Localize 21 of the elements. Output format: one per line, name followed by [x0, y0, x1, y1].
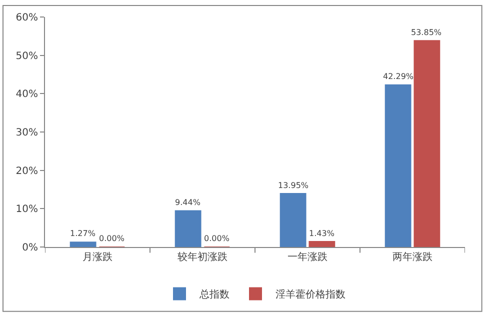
data-label: 0.00% [99, 234, 125, 243]
x-tick-label: 月涨跌 [82, 251, 112, 263]
y-tick-label: 40% [16, 89, 38, 100]
legend-label: 总指数 [198, 288, 230, 301]
y-tick-label: 30% [16, 128, 38, 138]
y-tick-label: 50% [16, 50, 38, 62]
data-label: 1.43% [309, 229, 335, 238]
data-label: 9.44% [175, 198, 201, 207]
x-tick-label: 较年初涨跌 [178, 251, 228, 263]
y-tick-label: 60% [16, 12, 38, 24]
data-label: 1.27% [70, 229, 96, 238]
data-label: 42.29% [383, 72, 414, 81]
y-tick-label: 0% [22, 242, 38, 254]
y-tick-label: 20% [16, 166, 38, 177]
x-tick-label: 两年涨跌 [392, 251, 432, 263]
data-label: 0.00% [204, 234, 230, 243]
y-tick-label: 10% [16, 204, 38, 216]
data-label: 13.95% [278, 181, 309, 190]
data-label: 53.85% [411, 28, 442, 37]
legend-label: 淫羊藿价格指数 [276, 288, 346, 301]
x-tick-label: 一年涨跌 [288, 251, 328, 263]
